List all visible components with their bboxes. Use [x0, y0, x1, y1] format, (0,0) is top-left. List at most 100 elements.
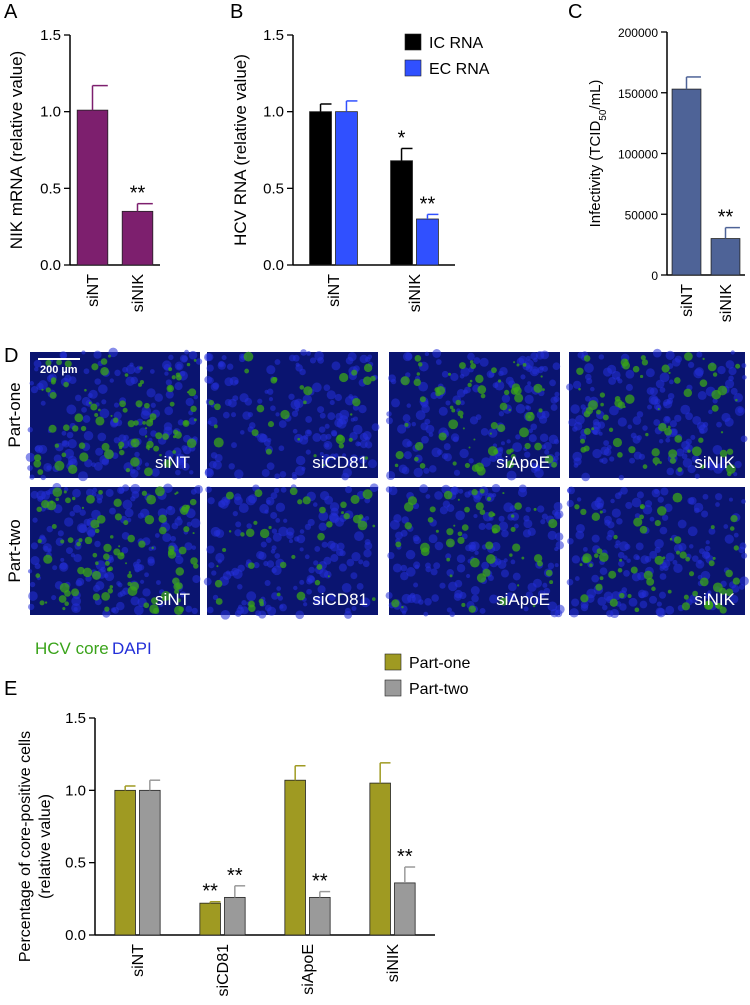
nucleus — [655, 404, 662, 411]
core-signal — [490, 422, 498, 430]
core-signal — [168, 367, 173, 372]
core-signal — [574, 504, 580, 510]
nucleus — [108, 347, 118, 358]
nucleus — [313, 595, 324, 606]
nucleus — [72, 488, 81, 498]
nucleus — [97, 432, 107, 442]
nucleus — [235, 521, 242, 528]
nucleus — [386, 470, 396, 481]
nucleus — [429, 465, 437, 473]
nucleus — [658, 438, 664, 444]
core-signal — [72, 496, 76, 501]
nucleus — [659, 526, 668, 535]
nucleus — [425, 494, 431, 499]
nucleus — [260, 541, 267, 548]
nucleus — [51, 595, 57, 601]
core-signal — [133, 420, 139, 426]
nucleus — [446, 569, 454, 577]
nucleus — [363, 549, 372, 558]
nucleus — [345, 486, 353, 494]
nucleus — [642, 425, 648, 431]
nucleus — [402, 414, 411, 422]
core-signal — [138, 382, 143, 387]
nucleus — [582, 546, 588, 552]
nucleus — [623, 555, 628, 560]
nucleus — [265, 496, 275, 506]
nucleus — [450, 433, 460, 442]
nucleus — [473, 513, 478, 519]
nucleus — [222, 571, 232, 581]
legend-swatch — [384, 653, 402, 671]
nucleus — [549, 379, 556, 387]
nucleus — [690, 434, 696, 440]
nucleus — [389, 519, 400, 530]
nucleus — [181, 462, 190, 471]
y-tick-label: 1.0 — [40, 104, 61, 121]
nucleus — [261, 468, 270, 477]
nucleus — [406, 567, 416, 577]
core-signal — [363, 363, 373, 373]
core-signal — [668, 371, 671, 375]
core-signal — [104, 606, 110, 612]
nucleus — [489, 454, 498, 463]
nucleus — [129, 469, 139, 478]
nucleus — [341, 453, 347, 458]
nucleus — [352, 424, 363, 435]
nucleus — [456, 554, 466, 563]
core-signal — [457, 536, 465, 545]
core-signal — [469, 360, 474, 364]
core-signal — [414, 442, 424, 451]
core-signal — [122, 407, 128, 413]
nucleus — [581, 472, 590, 482]
nucleus — [38, 380, 48, 390]
core-signal — [712, 556, 716, 560]
core-signal — [485, 554, 496, 564]
nucleus — [570, 404, 580, 414]
core-signal — [189, 498, 197, 506]
legend-label: Part-two — [409, 681, 469, 698]
core-signal — [622, 361, 631, 370]
nucleus — [390, 378, 397, 385]
nucleus — [492, 382, 499, 389]
nucleus — [292, 428, 298, 434]
nucleus — [513, 523, 519, 529]
nucleus — [312, 502, 318, 507]
nucleus — [83, 430, 94, 441]
core-signal — [651, 586, 656, 592]
nucleus — [246, 591, 257, 602]
core-signal — [602, 414, 609, 421]
nucleus — [233, 493, 242, 501]
nucleus — [481, 457, 491, 467]
core-signal — [475, 374, 484, 384]
core-signal — [642, 464, 648, 469]
nucleus — [631, 497, 642, 508]
nucleus — [336, 418, 347, 429]
nucleus — [138, 564, 145, 571]
core-signal — [714, 602, 721, 609]
core-signal — [364, 456, 369, 460]
core-signal — [545, 569, 553, 577]
core-signal — [172, 450, 177, 454]
nucleus — [438, 406, 448, 416]
nucleus — [206, 606, 214, 614]
x-tick-label: siApoE — [300, 944, 317, 995]
core-signal — [67, 464, 78, 475]
nucleus — [602, 508, 607, 514]
nucleus — [580, 600, 589, 609]
panel-label: E — [4, 678, 17, 700]
nucleus — [122, 587, 130, 595]
core-signal — [127, 420, 135, 428]
nucleus — [283, 518, 288, 523]
core-signal — [470, 363, 477, 369]
core-signal — [700, 464, 705, 469]
nucleus — [680, 404, 691, 415]
core-signal — [174, 589, 180, 595]
nucleus — [697, 559, 702, 564]
core-signal — [533, 554, 543, 563]
core-signal — [704, 600, 714, 610]
core-signal — [103, 449, 114, 460]
nucleus — [123, 462, 133, 472]
core-signal — [692, 590, 698, 597]
nucleus — [385, 417, 393, 425]
nucleus — [459, 591, 467, 600]
